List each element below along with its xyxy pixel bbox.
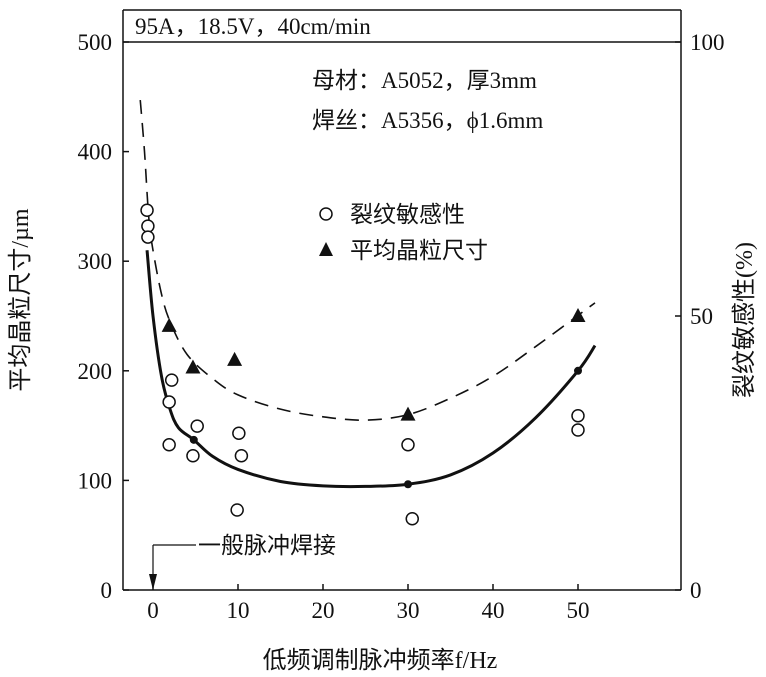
grain-size-point	[161, 317, 177, 332]
solid-fit-curve	[145, 250, 597, 489]
crack-susceptibility-point	[571, 408, 585, 423]
legend-label-grain: 平均晶粒尺寸	[350, 238, 488, 263]
crack-susceptibility-point	[186, 448, 200, 463]
note-base-metal: 母材：A5052，厚3mm	[312, 68, 537, 93]
curve-dot	[189, 435, 198, 444]
crack-susceptibility-point	[234, 448, 249, 463]
x-tick-label: 10	[227, 598, 250, 623]
grain-size-point	[185, 359, 201, 374]
grain-size-point	[570, 308, 586, 322]
x-tick-label: 40	[482, 598, 505, 623]
y-right-tick-label: 100	[690, 30, 725, 55]
note-filler-wire: 焊丝：A5356，ϕ1.6mm	[312, 108, 543, 133]
y-left-tick-label: 0	[101, 578, 113, 603]
crack-susceptibility-point	[140, 203, 154, 217]
y-left-tick-label: 100	[78, 468, 113, 493]
y-left-tick-label: 400	[78, 140, 113, 165]
y-left-tick-label: 300	[78, 249, 113, 274]
crack-susceptibility-point	[401, 438, 415, 452]
crack-susceptibility-point	[162, 438, 176, 452]
y-axis-left-label: 平均晶粒尺寸/µm	[7, 208, 34, 391]
header-text: 95A，18.5V，40cm/min	[135, 14, 371, 39]
x-axis-label: 低频调制脉冲频率f/Hz	[263, 647, 498, 674]
crack-susceptibility-point	[232, 426, 246, 441]
crack-susceptibility-point	[164, 373, 179, 387]
crack-susceptibility-point	[162, 395, 176, 409]
crack-susceptibility-point	[571, 423, 585, 437]
y-left-tick-label: 200	[78, 359, 113, 384]
grain-size-point	[227, 351, 243, 366]
grain-size-point	[400, 406, 416, 421]
crack-susceptibility-point	[405, 512, 419, 526]
x-tick-label: 30	[397, 598, 420, 623]
curve-dot	[574, 366, 582, 375]
crack-susceptibility-point	[141, 219, 155, 233]
y-right-tick-label: 0	[690, 578, 702, 603]
crack-susceptibility-point	[190, 419, 204, 433]
crack-susceptibility-point	[141, 230, 155, 244]
x-tick-label: 20	[312, 598, 335, 623]
y-left-tick-label: 500	[78, 30, 113, 55]
crack-susceptibility-point	[230, 503, 244, 517]
annotation: 一般脉冲焊接	[149, 533, 336, 590]
legend-label-crack: 裂纹敏感性	[350, 202, 465, 227]
annotation-text: 一般脉冲焊接	[198, 533, 336, 558]
x-tick-label: 0	[147, 598, 159, 623]
legend: 裂纹敏感性 平均晶粒尺寸	[319, 202, 488, 263]
legend-circle-marker	[319, 207, 333, 221]
y-axis-right-label: 裂纹敏感性(%)	[731, 242, 758, 398]
x-tick-label: 50	[567, 598, 590, 623]
y-right-tick-label: 50	[690, 304, 713, 329]
legend-triangle-marker	[319, 242, 333, 256]
plot-frame	[122, 9, 682, 591]
curve-dot	[404, 480, 412, 489]
